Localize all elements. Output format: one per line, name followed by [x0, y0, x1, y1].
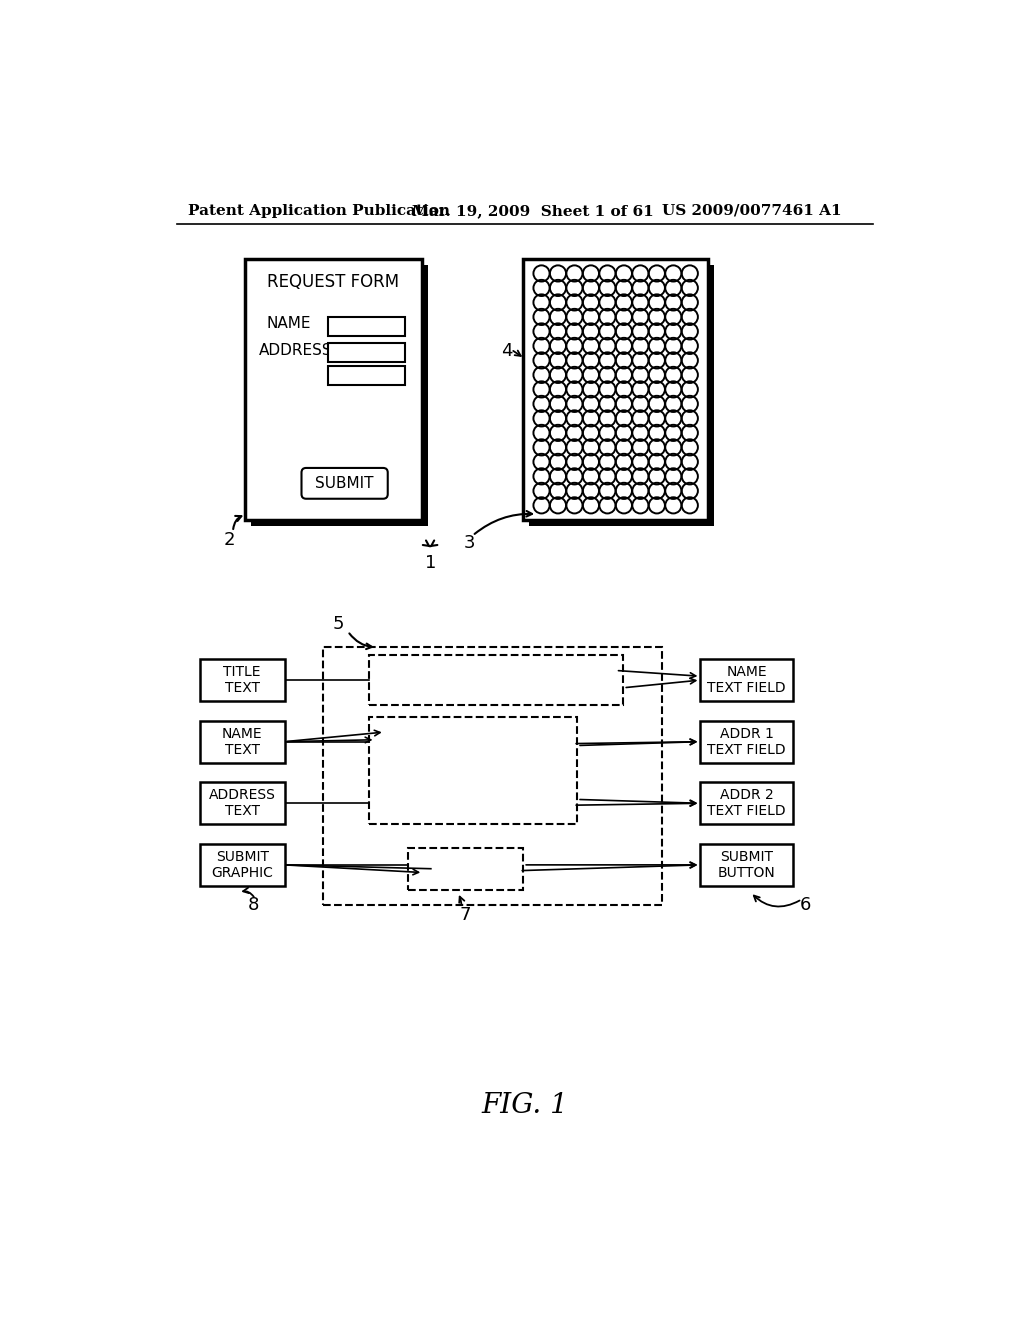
FancyBboxPatch shape — [200, 721, 285, 763]
Text: ADDRESS: ADDRESS — [258, 343, 332, 359]
Text: SUBMIT
GRAPHIC: SUBMIT GRAPHIC — [211, 850, 273, 880]
Text: ADDR 2
TEXT FIELD: ADDR 2 TEXT FIELD — [708, 788, 785, 818]
Text: 2: 2 — [223, 531, 234, 549]
FancyBboxPatch shape — [251, 264, 428, 527]
FancyBboxPatch shape — [328, 343, 404, 362]
Text: FIG. 1: FIG. 1 — [481, 1092, 568, 1119]
FancyBboxPatch shape — [700, 659, 793, 701]
FancyBboxPatch shape — [200, 781, 285, 825]
FancyBboxPatch shape — [523, 259, 708, 520]
Text: 1: 1 — [425, 553, 436, 572]
Text: 7: 7 — [460, 906, 471, 924]
Text: SUBMIT: SUBMIT — [315, 475, 374, 491]
Text: NAME
TEXT: NAME TEXT — [222, 726, 262, 756]
Text: REQUEST FORM: REQUEST FORM — [267, 273, 399, 290]
FancyBboxPatch shape — [245, 259, 422, 520]
Text: SUBMIT
BUTTON: SUBMIT BUTTON — [718, 850, 775, 880]
Text: ADDRESS
TEXT: ADDRESS TEXT — [209, 788, 275, 818]
Text: NAME: NAME — [266, 317, 310, 331]
FancyBboxPatch shape — [700, 843, 793, 886]
FancyBboxPatch shape — [328, 317, 404, 335]
FancyBboxPatch shape — [328, 367, 404, 385]
FancyBboxPatch shape — [200, 843, 285, 886]
Text: 5: 5 — [333, 615, 344, 634]
FancyBboxPatch shape — [700, 781, 793, 825]
FancyBboxPatch shape — [200, 659, 285, 701]
Text: NAME
TEXT FIELD: NAME TEXT FIELD — [708, 665, 785, 696]
Text: 6: 6 — [800, 896, 811, 915]
Text: Patent Application Publication: Patent Application Publication — [188, 203, 451, 218]
FancyBboxPatch shape — [529, 264, 714, 527]
Text: Mar. 19, 2009  Sheet 1 of 61: Mar. 19, 2009 Sheet 1 of 61 — [412, 203, 653, 218]
Text: 3: 3 — [464, 535, 475, 552]
FancyBboxPatch shape — [301, 469, 388, 499]
Text: TITLE
TEXT: TITLE TEXT — [223, 665, 261, 696]
Text: 4: 4 — [501, 342, 512, 360]
Text: US 2009/0077461 A1: US 2009/0077461 A1 — [662, 203, 842, 218]
FancyBboxPatch shape — [700, 721, 793, 763]
Text: ADDR 1
TEXT FIELD: ADDR 1 TEXT FIELD — [708, 726, 785, 756]
Text: 8: 8 — [248, 896, 259, 915]
